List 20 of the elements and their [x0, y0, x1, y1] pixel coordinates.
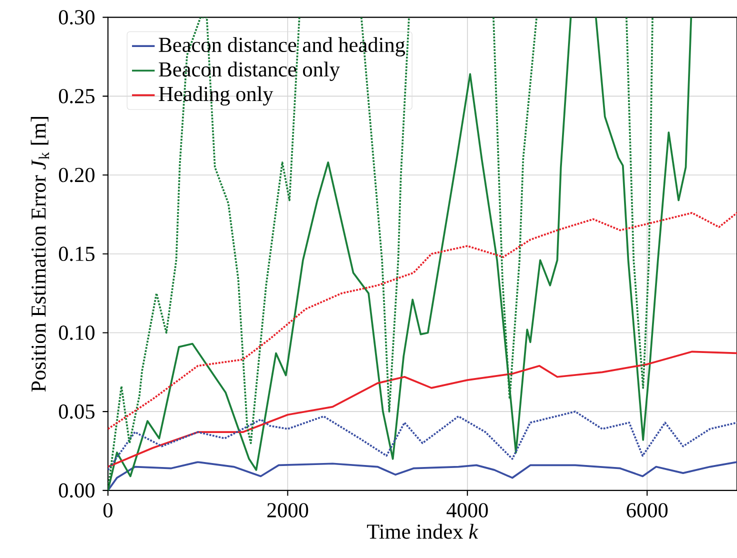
x-tick-label: 2000 — [267, 502, 308, 518]
legend-label: Beacon distance and heading — [158, 36, 406, 56]
x-tick-label: 6000 — [626, 502, 668, 518]
y-tick-label: 0.05 — [58, 404, 94, 419]
y-axis-title: Position Estimation Error J$_{k}$ [m] — [30, 116, 50, 392]
x-tick-label: 4000 — [446, 502, 488, 518]
line-series — [108, 460, 737, 490]
line-series — [108, 212, 737, 430]
y-tick-label: 0.10 — [58, 325, 94, 340]
x-tick-label: 0 — [103, 502, 112, 518]
y-tick-label: 0.25 — [58, 88, 94, 104]
legend-label: Heading only — [158, 86, 274, 106]
y-tick-label: 0.30 — [58, 10, 94, 24]
legend-label: Beacon distance only — [158, 61, 340, 81]
line-series — [108, 410, 737, 471]
y-tick-label: 0.20 — [58, 168, 94, 182]
y-tick-label: 0.00 — [58, 483, 94, 498]
y-tick-label: 0.15 — [58, 246, 94, 261]
line-series — [108, 350, 737, 468]
x-axis-title: Time index k — [367, 524, 478, 539]
